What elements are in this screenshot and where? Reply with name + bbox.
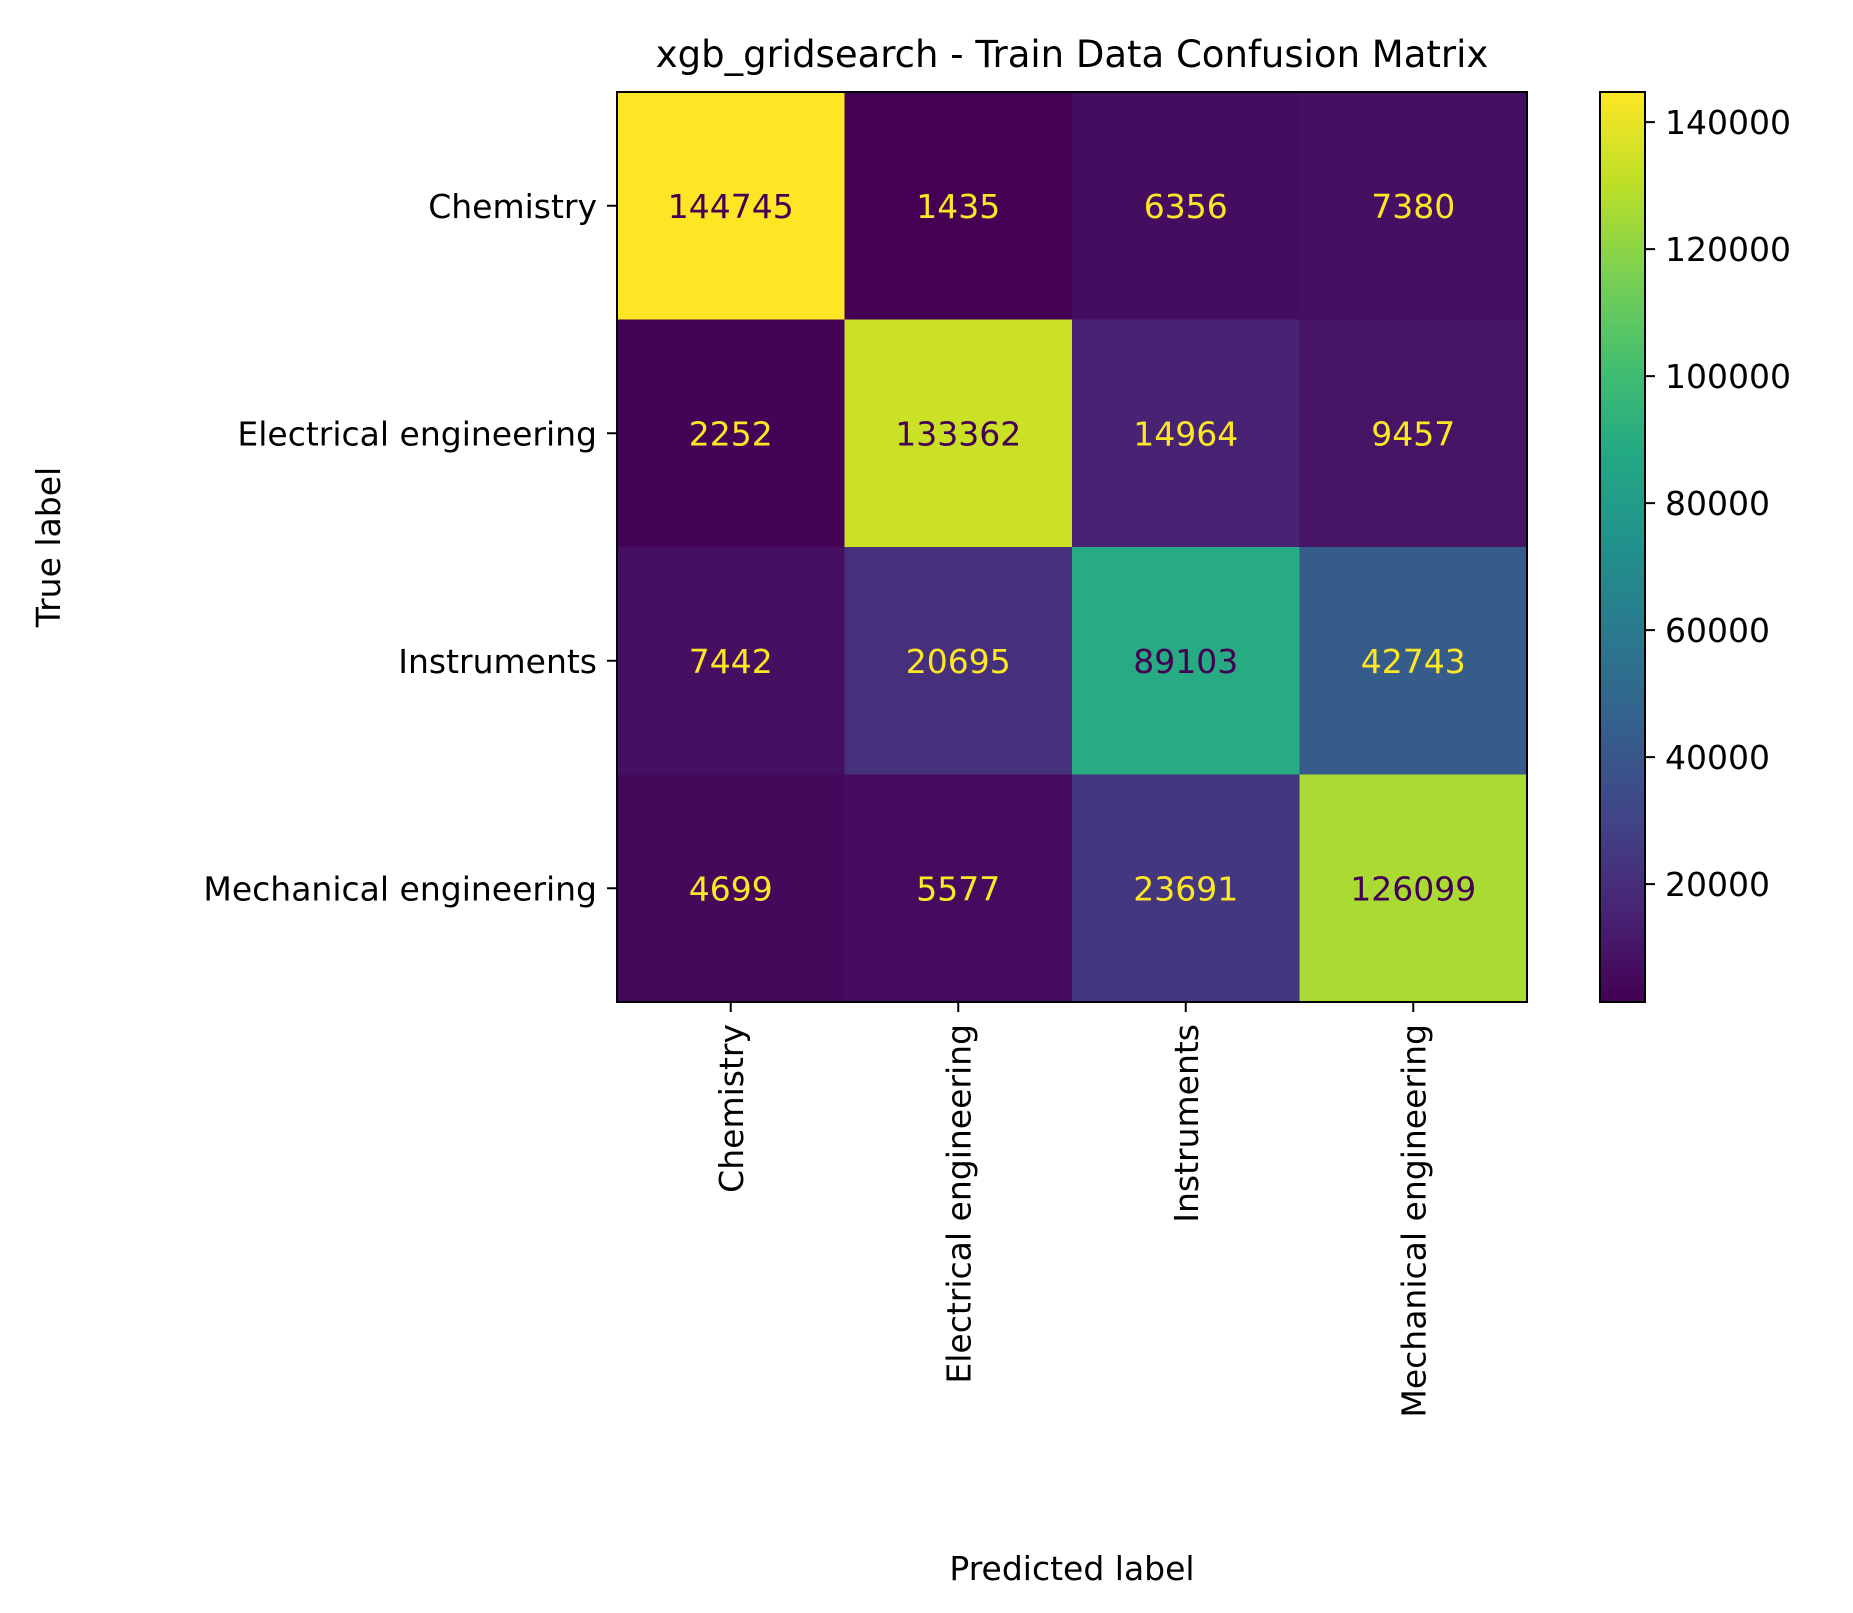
colorbar-tick-label: 60000 (1665, 611, 1770, 650)
colorbar-tick-label: 120000 (1665, 230, 1791, 269)
cell-value-label: 2252 (689, 414, 773, 453)
colorbar-tick-label: 100000 (1665, 357, 1791, 396)
x-axis-ticks: Chemistry Electrical engineering Instrumen… (712, 1002, 1434, 1418)
colorbar-tick-label: 20000 (1665, 865, 1770, 904)
cell-value-label: 4699 (689, 869, 773, 908)
cell-value-label: 133362 (895, 414, 1021, 453)
cell-value-label: 144745 (668, 187, 794, 226)
cell-value-label: 7380 (1371, 187, 1455, 226)
y-tick-label: Chemistry (428, 187, 597, 226)
cell-value-label: 9457 (1371, 414, 1455, 453)
x-tick-label: Mechanical engineering (1394, 1024, 1433, 1418)
y-axis-label: True label (29, 467, 68, 628)
cell-value-label: 1435 (916, 187, 1000, 226)
cell-value-label: 23691 (1133, 869, 1238, 908)
x-axis-label: Predicted label (949, 1549, 1194, 1588)
y-tick-label: Mechanical engineering (203, 869, 597, 908)
colorbar-tick-label: 140000 (1665, 103, 1791, 142)
colorbar-ticks: 20000 40000 60000 80000 100000 120000 140000 (1645, 103, 1791, 904)
chart-title: xgb_gridsearch - Train Data Confusion Ma… (656, 33, 1489, 76)
heatmap-cells: 144745 1435 6356 7380 2252 133362 14964 9457 744… (617, 92, 1528, 1003)
cell-value-label: 42743 (1361, 642, 1466, 681)
x-tick-label: Chemistry (712, 1024, 751, 1193)
y-tick-label: Electrical engineering (237, 414, 597, 453)
cell-value-label: 5577 (916, 869, 1000, 908)
cell-value-label: 89103 (1133, 642, 1238, 681)
colorbar (1600, 92, 1645, 1002)
cell-value-label: 126099 (1350, 869, 1476, 908)
cell-value-label: 14964 (1133, 414, 1238, 453)
cell-value-label: 6356 (1144, 187, 1228, 226)
x-tick-label: Instruments (1167, 1024, 1206, 1223)
colorbar-tick-label: 40000 (1665, 738, 1770, 777)
cell-value-label: 7442 (689, 642, 773, 681)
cell-value-label: 20695 (906, 642, 1011, 681)
colorbar-tick-label: 80000 (1665, 484, 1770, 523)
y-axis-ticks: Chemistry Electrical engineering Instrumen… (203, 187, 617, 909)
x-tick-label: Electrical engineering (939, 1024, 978, 1384)
y-tick-label: Instruments (398, 642, 597, 681)
